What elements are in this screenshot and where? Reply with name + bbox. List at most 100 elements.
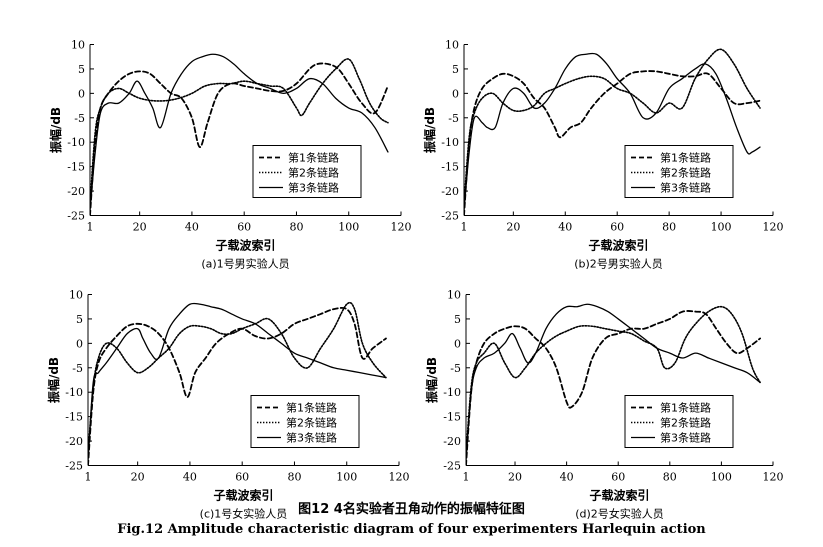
x-tick-label: 100 xyxy=(338,221,359,234)
legend-label-1: 第1条链路 xyxy=(286,401,337,415)
x-tick-label: 40 xyxy=(558,221,572,234)
y-tick-label: -10 xyxy=(441,136,459,149)
y-tick-label: -20 xyxy=(441,185,459,198)
y-tick-label: 0 xyxy=(76,337,83,350)
figure-caption-cn: 图12 4名实验者丑角动作的振幅特征图 xyxy=(298,502,525,517)
legend-label-1: 第1条链路 xyxy=(660,151,711,165)
legend-box xyxy=(252,145,362,198)
x-tick-label: 20 xyxy=(133,221,147,234)
y-tick-label: 5 xyxy=(454,313,461,326)
y-tick-label: -5 xyxy=(450,362,461,375)
x-tick-label: 60 xyxy=(610,221,624,234)
legend-box xyxy=(624,145,734,198)
y-tick-label: 10 xyxy=(445,39,459,52)
y-tick-label: -15 xyxy=(67,161,85,174)
x-tick-label: 20 xyxy=(506,221,520,234)
series-line-1 xyxy=(466,310,761,466)
y-tick-label: 0 xyxy=(78,87,85,100)
x-tick-label: 100 xyxy=(711,471,732,484)
chart-panel-3: 1 20 40 60 80 100 1201050-5-10-15-20-25子载波索引振幅… xyxy=(424,289,784,521)
y-tick-label: -10 xyxy=(67,136,85,149)
x-tick-label: 120 xyxy=(389,471,410,484)
y-tick-label: -20 xyxy=(67,185,85,198)
series-line-3 xyxy=(88,302,387,462)
y-tick-label: 5 xyxy=(78,63,85,76)
y-tick-label: 0 xyxy=(452,87,459,100)
series-line-1 xyxy=(90,62,389,216)
legend-label-2: 第2条链路 xyxy=(286,416,337,430)
x-tick-label: 80 xyxy=(662,221,676,234)
y-tick-label: 5 xyxy=(76,313,83,326)
series-line-1 xyxy=(88,306,387,466)
figure-caption-en: Fig.12 Amplitude characteristic diagram … xyxy=(117,522,706,537)
x-tick-label: 1 xyxy=(85,471,92,484)
y-tick-label: -20 xyxy=(65,435,83,448)
y-tick-label: -20 xyxy=(443,435,461,448)
series-line-3 xyxy=(464,52,761,212)
x-tick-label: 80 xyxy=(289,221,303,234)
y-tick-label: 0 xyxy=(454,337,461,350)
y-axis-label: 振幅/dB xyxy=(424,357,439,403)
x-tick-label: 80 xyxy=(663,471,677,484)
y-tick-label: -15 xyxy=(443,411,461,424)
y-axis-label: 振幅/dB xyxy=(422,107,437,153)
x-tick-label: 1 xyxy=(87,221,94,234)
legend-label-2: 第2条链路 xyxy=(660,416,711,430)
legend-label-3: 第3条链路 xyxy=(286,431,337,445)
x-tick-label: 120 xyxy=(763,471,784,484)
x-axis-label: 子载波索引 xyxy=(215,238,275,253)
x-tick-label: 120 xyxy=(763,221,784,234)
y-tick-label: 10 xyxy=(69,289,83,302)
y-tick-label: 10 xyxy=(71,39,85,52)
x-axis-label: 子载波索引 xyxy=(588,238,648,253)
panel-subtitle: (d)2号女实验人员 xyxy=(575,507,664,521)
y-tick-label: -25 xyxy=(65,460,83,473)
panel-subtitle: (c)1号女实验人员 xyxy=(200,507,288,521)
series-line-2 xyxy=(88,301,387,457)
x-tick-label: 40 xyxy=(560,471,574,484)
y-tick-label: -15 xyxy=(441,161,459,174)
y-tick-label: -10 xyxy=(65,386,83,399)
series-line-1 xyxy=(464,70,761,216)
x-axis-label: 子载波索引 xyxy=(589,488,649,503)
legend-label-2: 第2条链路 xyxy=(660,166,711,180)
y-tick-label: -25 xyxy=(443,460,461,473)
y-tick-label: -5 xyxy=(448,112,459,125)
legend-label-1: 第1条链路 xyxy=(288,151,339,165)
series-line-3 xyxy=(466,303,761,462)
y-axis-label: 振幅/dB xyxy=(46,357,61,403)
x-tick-label: 20 xyxy=(508,471,522,484)
y-tick-label: 10 xyxy=(447,289,461,302)
x-tick-label: 40 xyxy=(183,471,197,484)
series-line-2 xyxy=(90,58,389,207)
legend-box xyxy=(624,395,734,448)
x-tick-label: 60 xyxy=(611,471,625,484)
x-tick-label: 1 xyxy=(461,221,468,234)
legend-label-3: 第3条链路 xyxy=(288,181,339,195)
x-tick-label: 60 xyxy=(235,471,249,484)
legend-label-1: 第1条链路 xyxy=(660,401,711,415)
x-tick-label: 1 xyxy=(463,471,470,484)
x-tick-label: 20 xyxy=(131,471,145,484)
legend-label-2: 第2条链路 xyxy=(288,166,339,180)
x-axis-label: 子载波索引 xyxy=(213,488,273,503)
panel-subtitle: (a)1号男实验人员 xyxy=(201,257,289,271)
y-tick-label: 5 xyxy=(452,63,459,76)
x-tick-label: 100 xyxy=(336,471,357,484)
x-tick-label: 80 xyxy=(287,471,301,484)
y-tick-label: -10 xyxy=(443,386,461,399)
legend-label-3: 第3条链路 xyxy=(660,181,711,195)
y-tick-label: -15 xyxy=(65,411,83,424)
x-tick-label: 40 xyxy=(185,221,199,234)
chart-panel-1: 1 20 40 60 80 100 1201050-5-10-15-20-25子载波索引振幅… xyxy=(422,39,784,271)
x-tick-label: 60 xyxy=(237,221,251,234)
y-tick-label: -25 xyxy=(67,210,85,223)
y-axis-label: 振幅/dB xyxy=(48,107,63,153)
legend-label-3: 第3条链路 xyxy=(660,431,711,445)
y-tick-label: -25 xyxy=(441,210,459,223)
series-line-2 xyxy=(466,305,761,457)
x-tick-label: 100 xyxy=(711,221,732,234)
x-tick-label: 120 xyxy=(391,221,412,234)
chart-panel-0: 1 20 40 60 80 100 1201050-5-10-15-20-25子载波索引振幅… xyxy=(48,39,412,271)
